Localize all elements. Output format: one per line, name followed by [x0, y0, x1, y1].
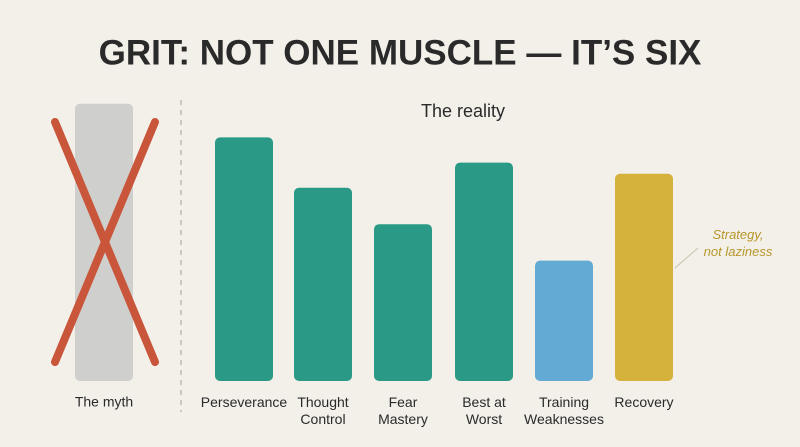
myth-label: The myth — [75, 394, 133, 410]
annotation-leader — [674, 247, 699, 269]
bar — [294, 187, 352, 381]
x-tick-label: Perseverance — [201, 394, 288, 410]
x-tick-label: Best at Worst — [462, 394, 506, 427]
bar — [615, 173, 673, 381]
x-tick-label: Training Weaknesses — [524, 394, 604, 427]
bar — [374, 224, 432, 381]
bar — [215, 137, 273, 381]
x-tick-label: Recovery — [614, 394, 673, 410]
cross-line — [51, 118, 159, 366]
x-tick-label: Thought Control — [297, 394, 348, 427]
subtitle: The reality — [421, 101, 505, 121]
chart-title: GRIT: NOT ONE MUSCLE — IT’S SIX — [99, 33, 702, 72]
bar — [455, 162, 513, 381]
x-tick-label: Fear Mastery — [378, 394, 428, 427]
bar — [535, 260, 593, 381]
annotation: Strategy, not laziness — [704, 227, 773, 259]
